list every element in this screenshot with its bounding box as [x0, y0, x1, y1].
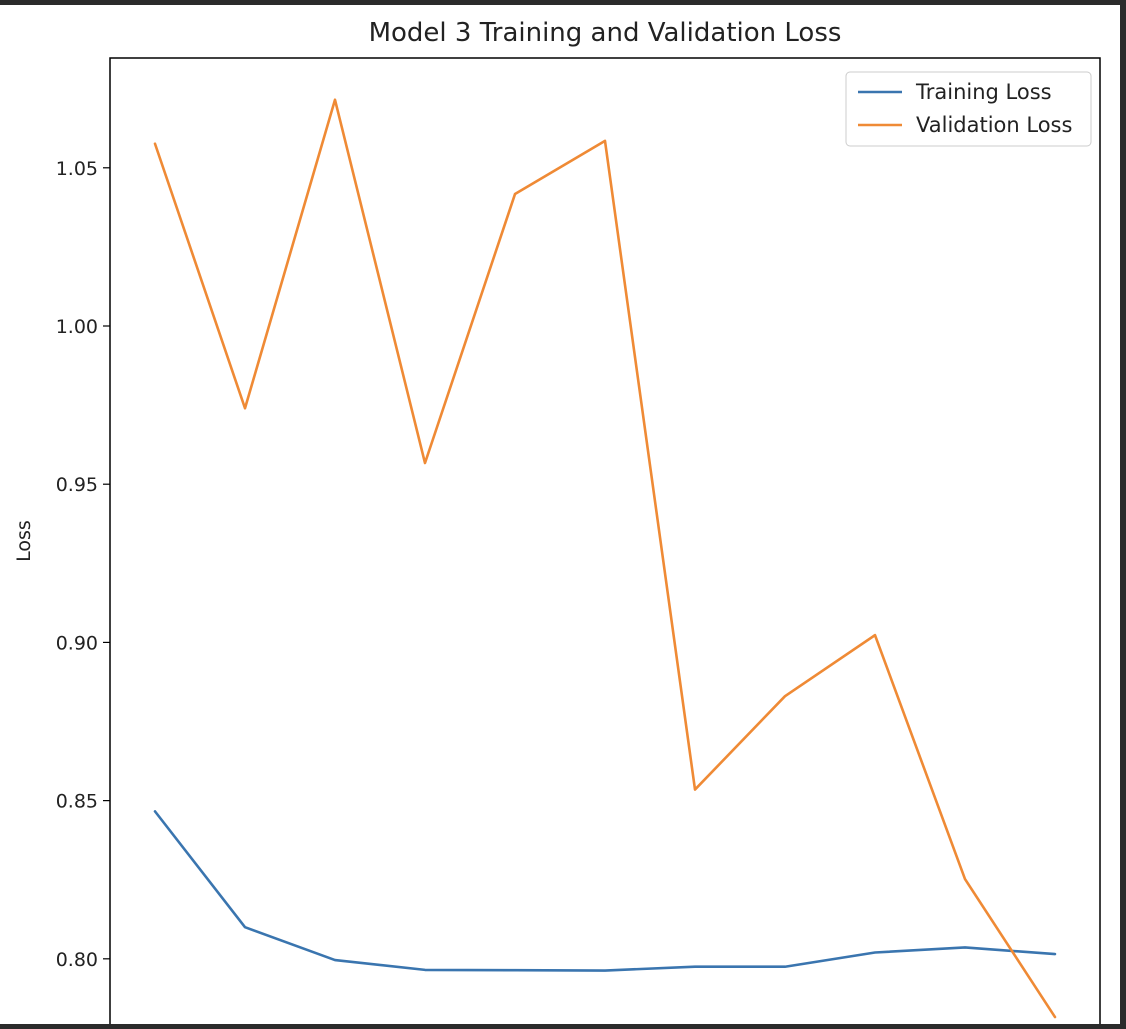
legend: Training Loss Validation Loss	[845, 71, 1092, 147]
series-line-training-loss	[153, 810, 1057, 972]
legend-label: Training Loss	[915, 80, 1052, 104]
series-line-validation-loss	[153, 98, 1057, 1019]
line-chart: Model 3 Training and Validation Loss 0.8…	[13, 18, 1101, 1029]
y-tick-label: 0.85	[56, 791, 98, 813]
y-axis-label: Loss	[13, 520, 35, 562]
y-tick-label: 1.00	[56, 316, 98, 338]
y-tick-label: 0.90	[56, 632, 98, 654]
legend-box	[845, 71, 1092, 147]
legend-label: Validation Loss	[916, 113, 1072, 137]
plot-area-frame	[109, 57, 1101, 1029]
chart-title: Model 3 Training and Validation Loss	[369, 18, 842, 48]
y-axis: 0.80 0.85 0.90 0.95 1.00 1.05	[56, 158, 110, 971]
series-layer	[153, 98, 1057, 1019]
y-tick-label: 1.05	[56, 158, 98, 180]
y-tick-label: 0.80	[56, 949, 98, 971]
y-tick-label: 0.95	[56, 474, 98, 496]
